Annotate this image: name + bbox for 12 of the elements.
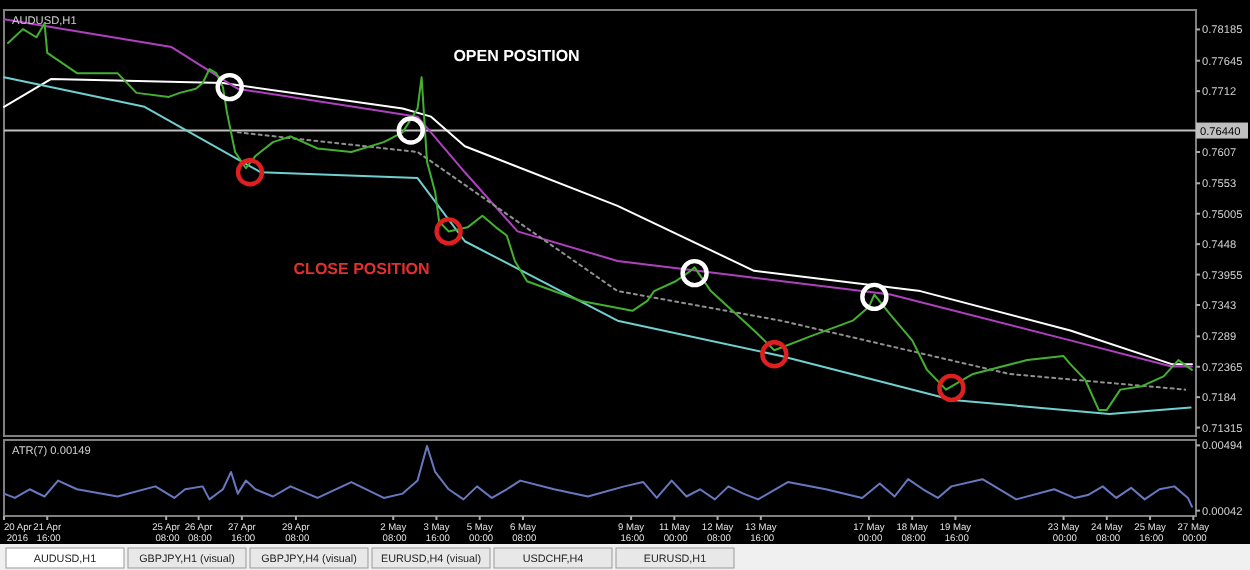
point — [235, 158, 265, 187]
line-series — [3, 444, 1193, 508]
annotation: OPEN POSITION — [453, 47, 581, 66]
point — [434, 217, 463, 246]
line-series — [236, 131, 1187, 391]
point — [860, 282, 889, 312]
point — [396, 116, 425, 145]
point — [215, 72, 244, 102]
point — [937, 373, 966, 403]
point — [760, 340, 789, 369]
point — [680, 258, 709, 288]
annotation: CLOSE POSITION — [293, 260, 431, 279]
